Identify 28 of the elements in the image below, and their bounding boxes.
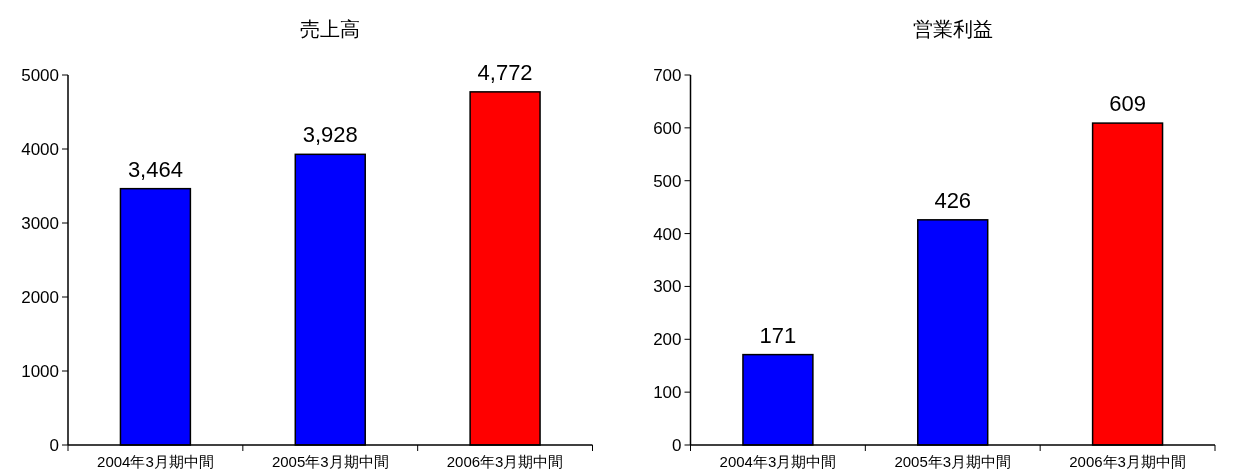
data-label: 3,928 bbox=[302, 122, 358, 148]
chart-title: 売上高 bbox=[300, 18, 361, 40]
chart-title: 営業利益 bbox=[912, 18, 993, 40]
data-label: 171 bbox=[759, 322, 797, 348]
data-label: 4,772 bbox=[477, 59, 533, 85]
x-tick-label: 2005年3月期中間 bbox=[894, 453, 1012, 470]
y-tick-label: 4000 bbox=[21, 140, 59, 159]
y-tick-label: 500 bbox=[653, 171, 682, 191]
x-tick-label: 2005年3月期中間 bbox=[271, 453, 389, 470]
x-tick-label: 2006年3月期中間 bbox=[446, 453, 564, 470]
y-tick-label: 300 bbox=[653, 277, 682, 297]
y-tick-label: 0 bbox=[49, 436, 59, 455]
y-tick-label: 1000 bbox=[21, 362, 59, 381]
y-tick-label: 100 bbox=[653, 383, 682, 403]
x-tick-label: 2006年3月期中間 bbox=[1069, 453, 1186, 470]
data-label: 3,464 bbox=[127, 156, 183, 182]
y-tick-label: 700 bbox=[653, 66, 682, 85]
x-tick-label: 2004年3月期中間 bbox=[97, 453, 214, 470]
data-label: 609 bbox=[1109, 91, 1146, 117]
y-tick-label: 200 bbox=[653, 330, 682, 350]
data-label: 426 bbox=[934, 187, 972, 213]
y-tick-label: 0 bbox=[672, 436, 682, 455]
y-tick-label: 5000 bbox=[21, 66, 59, 85]
y-tick-label: 3000 bbox=[21, 214, 59, 233]
y-tick-label: 2000 bbox=[21, 288, 59, 307]
y-tick-label: 400 bbox=[653, 224, 682, 244]
x-tick-label: 2004年3月期中間 bbox=[719, 453, 837, 470]
y-tick-label: 600 bbox=[653, 118, 682, 138]
